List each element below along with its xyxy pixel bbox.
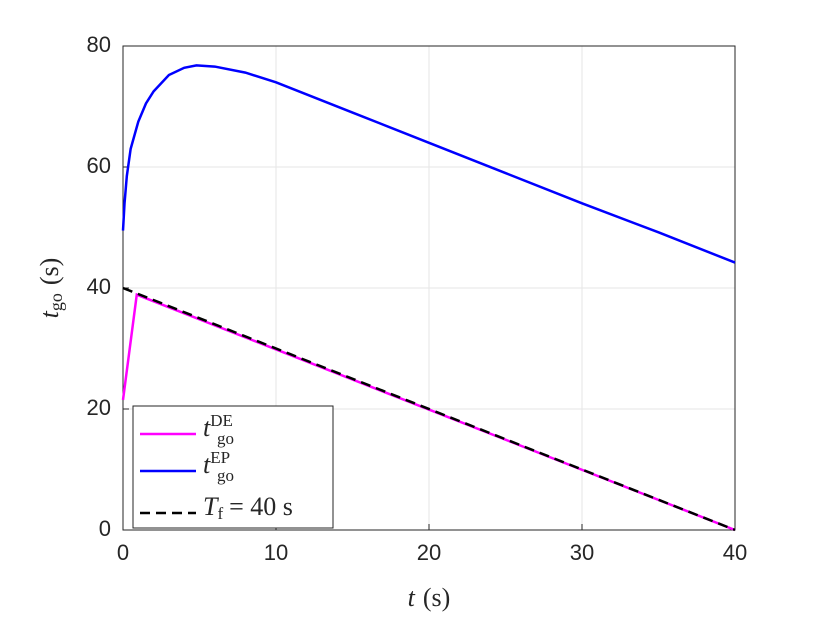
legend-var: T	[203, 492, 219, 521]
legend-sup: DE	[210, 411, 233, 430]
legend-box	[132, 405, 334, 529]
y-tick-label: 20	[87, 395, 111, 420]
y-axis-label: tgo (s)	[35, 258, 66, 319]
line-series	[121, 292, 736, 532]
x-tick-label: 0	[117, 540, 129, 565]
legend-var: t	[203, 450, 211, 479]
legend-rest: = 40 s	[229, 492, 293, 521]
y-label-sub: go	[46, 293, 66, 311]
x-tick-label: 40	[723, 540, 747, 565]
legend-sup: EP	[210, 448, 230, 467]
legend-entry: tDE go	[203, 411, 234, 448]
x-axis-label: t (s)	[408, 583, 451, 612]
y-tick-label: 40	[87, 274, 111, 299]
line-series	[121, 64, 736, 264]
x-label-unit: (s)	[423, 583, 450, 612]
y-label-unit: (s)	[35, 258, 64, 285]
y-label-var: t	[35, 310, 64, 318]
legend-entry: Tf = 40 s	[203, 492, 293, 523]
legend-entry: tEP go	[203, 448, 234, 485]
legend-var: t	[203, 413, 211, 442]
x-tick-label: 30	[570, 540, 594, 565]
x-label-var: t	[408, 583, 416, 612]
y-tick-label: 60	[87, 153, 111, 178]
line-series	[122, 286, 736, 532]
x-tick-label: 20	[417, 540, 441, 565]
y-tick-label: 80	[87, 32, 111, 57]
legend-sub: go	[217, 429, 234, 448]
legend-sub: f	[217, 504, 223, 523]
x-tick-label: 10	[264, 540, 288, 565]
legend-sub: go	[217, 466, 234, 485]
y-tick-label: 0	[99, 516, 111, 541]
